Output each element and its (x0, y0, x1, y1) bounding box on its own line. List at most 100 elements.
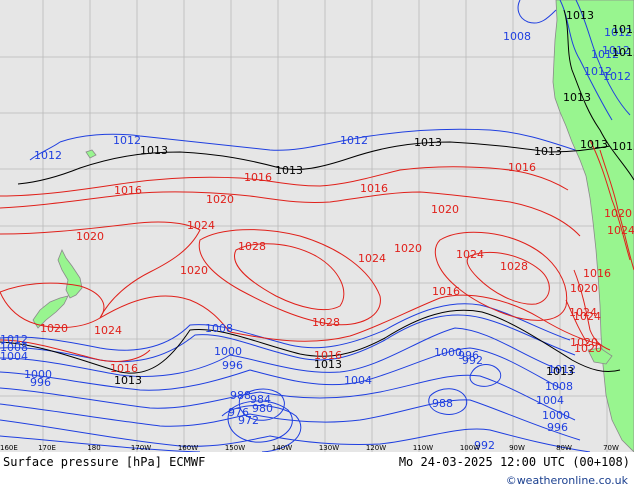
isobar-label: 1013 (546, 365, 574, 378)
isobar-label: 1013 (580, 138, 608, 151)
longitude-tick: 120W (366, 444, 386, 452)
isobar-labels: 1008101310121012101210131013101310121012… (0, 9, 634, 452)
south-america (552, 0, 634, 453)
isobar-label: 1012 (113, 134, 141, 147)
isobar-label: 992 (474, 439, 495, 452)
isobar-label: 1013 (414, 136, 442, 149)
isobar-label: 996 (458, 349, 479, 362)
isobar-label: 1004 (344, 374, 372, 387)
isobar-label: 1012 (591, 48, 619, 61)
isobar-label: 1012 (584, 65, 612, 78)
isobar-label: 1024 (569, 306, 597, 319)
longitude-tick: 110W (413, 444, 433, 452)
isobar-label: 1008 (503, 30, 531, 43)
longitude-tick: 100W (460, 444, 480, 452)
isobar-label: 1013 (314, 358, 342, 371)
isobar-label: 1012 (603, 70, 631, 83)
longitude-tick: 170W (131, 444, 151, 452)
isobar-label: 1012 (548, 363, 576, 376)
isobar-label: 1013 (563, 91, 591, 104)
longitude-tick: 180 (87, 444, 100, 452)
isobar-label: 988 (230, 389, 251, 402)
isobar-label: 1000 (434, 346, 462, 359)
isobar-label: 1028 (500, 260, 528, 273)
pacific-island (85, 149, 97, 159)
tierra-del-fuego (587, 347, 613, 365)
longitude-tick: 140W (272, 444, 292, 452)
isobar-label: 1024 (607, 224, 634, 237)
isobar-label: 1000 (214, 345, 242, 358)
isobar-label: 1020 (570, 282, 598, 295)
isobar-label: 1020 (76, 230, 104, 243)
longitude-tick: 70W (603, 444, 619, 452)
isobar-label: 1012 (0, 333, 28, 346)
longitude-tick: 170E (38, 444, 56, 452)
isobar-label: 1020 (394, 242, 422, 255)
longitude-tick: 160W (178, 444, 198, 452)
isobar-label: 984 (250, 393, 271, 406)
isobar-label: 1024 (573, 310, 601, 323)
isobar-label: 1013 (534, 145, 562, 158)
isobar-label: 1004 (536, 394, 564, 407)
isobar-label: 1012 (604, 26, 632, 39)
isobar-label: 1016 (110, 362, 138, 375)
isobar-label: 1000 (542, 409, 570, 422)
isobar-label: 1004 (0, 350, 28, 363)
isobar-label: 992 (462, 354, 483, 367)
isobar-label: 1012 (602, 44, 630, 57)
isobar-label: 1024 (187, 219, 215, 232)
isobar-label: 1020 (604, 207, 632, 220)
isobar-label: 1016 (432, 285, 460, 298)
credit-link[interactable]: ©weatheronline.co.uk (505, 474, 628, 487)
isobar-label: 1013 (612, 140, 634, 153)
isobar-label: 1016 (583, 267, 611, 280)
isobar-label: 980 (252, 402, 273, 415)
graticule (0, 0, 634, 452)
isobar-label: 1008 (545, 380, 573, 393)
isobar-label: 988 (432, 397, 453, 410)
isobar-label: 1020 (40, 322, 68, 335)
isobar-label: 1016 (114, 184, 142, 197)
land (32, 0, 634, 453)
longitude-tick: 90W (509, 444, 525, 452)
isobar-label: 996 (222, 359, 243, 372)
isobar-label: 1013 (612, 23, 634, 36)
isobar-label: 1013 (612, 46, 634, 59)
isobar-label: 1028 (312, 316, 340, 329)
longitude-tick: 80W (556, 444, 572, 452)
isobar-label: 1020 (574, 342, 602, 355)
isobar-label: 1012 (34, 149, 62, 162)
isobar-label: 1016 (314, 349, 342, 362)
isobars (0, 0, 634, 453)
valid-time: Mo 24-03-2025 12:00 UTC (00+108) (398, 455, 630, 469)
isobar-label: 1024 (94, 324, 122, 337)
isobar-label: 1013 (140, 144, 168, 157)
isobar-label: 1028 (238, 240, 266, 253)
map-footer: Surface pressure [hPa] ECMWF Mo 24-03-20… (0, 452, 634, 490)
isobar-label: 1012 (340, 134, 368, 147)
isobar-label: 1013 (275, 164, 303, 177)
map-title: Surface pressure [hPa] ECMWF (3, 455, 206, 469)
isobar-label: 996 (30, 376, 51, 389)
longitude-tick: 150W (225, 444, 245, 452)
new-zealand-north-island (57, 249, 83, 299)
isobar-label: 972 (238, 414, 259, 427)
isobar-label: 1013 (566, 9, 594, 22)
isobar-label: 1020 (206, 193, 234, 206)
isobar-label: 1020 (570, 336, 598, 349)
isobar-label: 1016 (244, 171, 272, 184)
longitude-tick: 160E (0, 444, 18, 452)
isobar-label: 1016 (360, 182, 388, 195)
isobar-label: 1020 (431, 203, 459, 216)
isobar-label: 1024 (456, 248, 484, 261)
longitude-ticks: 160E 170E 180 170W 160W 150W 140W 130W 120W 110W 1… (0, 444, 619, 452)
isobar-label: 1013 (114, 374, 142, 387)
isobar-label: 996 (547, 421, 568, 434)
isobar-label: 976 (228, 406, 249, 419)
isobar-label: 1000 (24, 368, 52, 381)
isobar-label: 1024 (358, 252, 386, 265)
isobar-label: 1020 (180, 264, 208, 277)
isobar-label: 1016 (508, 161, 536, 174)
isobar-label: 1008 (205, 322, 233, 335)
